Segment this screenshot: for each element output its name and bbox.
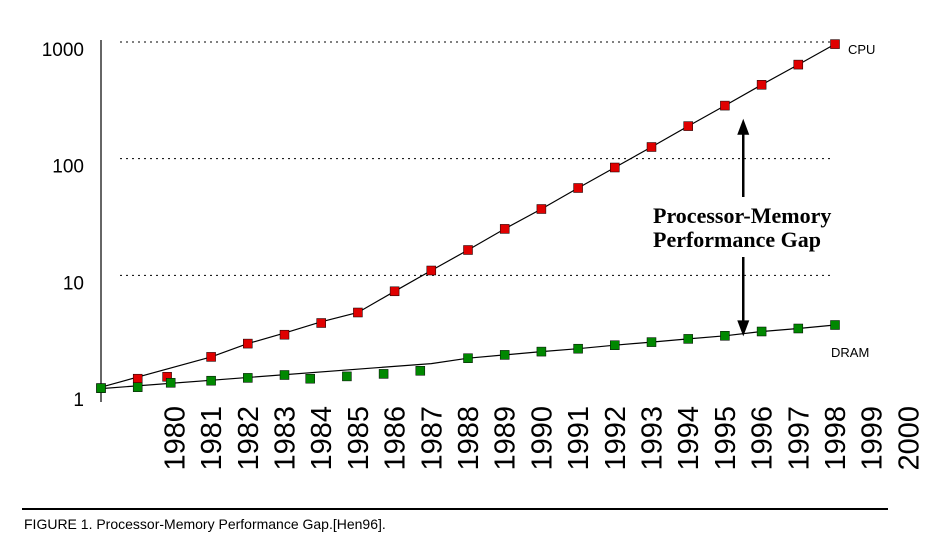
x-tick-label-1992: 1992 <box>600 406 632 471</box>
x-tick-label-1995: 1995 <box>710 406 742 471</box>
x-tick-label-1999: 1999 <box>857 406 889 471</box>
cpu-point-14 <box>610 162 620 173</box>
cpu-point-11 <box>499 224 510 234</box>
x-tick-label-1981: 1981 <box>196 406 228 471</box>
cpu-point-5 <box>279 329 290 340</box>
x-tick-label-1990: 1990 <box>526 406 558 471</box>
gridlines <box>120 41 832 276</box>
y-tick-label-10: 10 <box>63 273 84 294</box>
cpu-point-12 <box>536 204 547 214</box>
dram-point-7 <box>342 371 352 382</box>
cpu-point-15 <box>646 142 657 152</box>
gap-arrow-down-head <box>737 320 750 337</box>
cpu-point-9 <box>426 265 437 276</box>
series-label-cpu: CPU <box>848 42 875 57</box>
cpu-point-1 <box>132 373 143 384</box>
dram-point-11 <box>499 350 510 360</box>
x-tick-label-1986: 1986 <box>380 406 412 471</box>
figure-caption: FIGURE 1. Processor-Memory Performance G… <box>24 516 386 532</box>
dram-point-5 <box>279 370 290 380</box>
x-tick-label-1997: 1997 <box>783 406 815 471</box>
gap-label-line-1: Processor-Memory <box>653 203 831 228</box>
caption-rule <box>22 508 888 510</box>
x-tick-label-1991: 1991 <box>563 406 595 471</box>
cpu-point-19 <box>793 59 804 70</box>
cpu-point-10 <box>463 245 473 255</box>
x-tick-label-1996: 1996 <box>747 406 779 471</box>
x-tick-labels: 1980 1981 1982 1983 1984 1985 1986 1987 1988 1989… <box>159 406 925 471</box>
dram-point-10 <box>463 353 473 363</box>
cpu-point-7 <box>353 307 363 318</box>
y-tick-label-1: 1 <box>73 390 84 411</box>
dram-point-16 <box>683 334 693 344</box>
dram-point-13 <box>573 343 583 354</box>
dram-point-1 <box>132 382 143 392</box>
dram-point-3 <box>206 375 216 386</box>
x-tick-label-1982: 1982 <box>233 406 265 471</box>
cpu-point-17 <box>720 100 730 111</box>
gap-arrow-up-head <box>737 118 750 135</box>
dram-point-19 <box>793 323 804 334</box>
x-tick-label-2000: 2000 <box>893 406 925 471</box>
cpu-point-16 <box>683 121 693 131</box>
dram-point-6 <box>305 373 315 384</box>
cpu-point-13 <box>573 183 583 193</box>
dram-point-12 <box>536 346 547 357</box>
x-tick-label-1989: 1989 <box>490 406 522 471</box>
x-tick-label-1980: 1980 <box>159 406 191 471</box>
dram-point-4 <box>243 373 253 383</box>
cpu-point-8 <box>389 286 400 297</box>
dram-point-17 <box>720 331 730 341</box>
cpu-point-6 <box>316 318 326 328</box>
dram-point-15 <box>646 337 657 347</box>
x-tick-label-1983: 1983 <box>270 406 302 471</box>
dram-point-18 <box>756 326 767 337</box>
x-tick-label-1993: 1993 <box>637 406 669 471</box>
dram-point-14 <box>610 340 620 350</box>
cpu-point-20 <box>830 39 840 49</box>
series-label-dram: DRAM <box>831 345 869 360</box>
y-tick-label-100: 100 <box>52 157 84 178</box>
x-tick-label-1998: 1998 <box>820 406 852 471</box>
y-tick-labels: 1 10 100 1000 <box>42 40 84 411</box>
dram-point-8 <box>378 369 389 379</box>
cpu-point-18 <box>756 80 767 90</box>
x-tick-label-1985: 1985 <box>343 406 375 471</box>
series-labels: CPU DRAM <box>831 42 875 360</box>
x-tick-label-1987: 1987 <box>416 406 448 471</box>
dram-point-9 <box>415 366 426 376</box>
cpu-point-3 <box>206 352 216 362</box>
y-tick-label-1000: 1000 <box>42 40 84 61</box>
dram-point-0 <box>96 383 106 393</box>
x-tick-label-1988: 1988 <box>453 406 485 471</box>
x-tick-label-1994: 1994 <box>673 406 705 471</box>
dram-point-20 <box>830 320 840 330</box>
cpu-point-4 <box>243 338 253 349</box>
dram-point-2 <box>165 378 176 388</box>
x-tick-label-1984: 1984 <box>306 406 338 471</box>
gap-label-line-2: Performance Gap <box>653 227 821 252</box>
series-markers <box>96 39 840 393</box>
